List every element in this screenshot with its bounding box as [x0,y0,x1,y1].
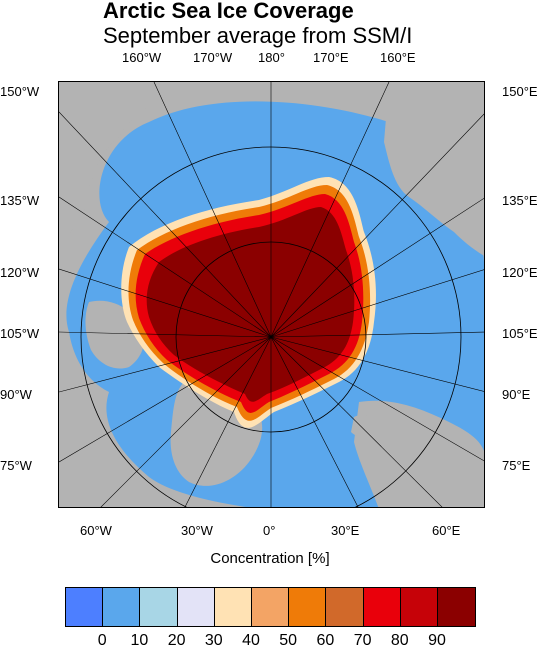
colorbar-swatch-5 [251,588,290,626]
colorbar-tick-50: 50 [279,632,298,649]
right-label-105e: 105°E [502,326,538,341]
left-label-150w: 150°W [0,84,40,99]
colorbar-swatch-2 [140,588,178,626]
colorbar-swatch-3 [177,588,215,626]
colorbar-swatch-0 [66,588,104,626]
left-label-135w: 135°W [0,193,40,208]
colorbar-tick-20: 20 [167,632,186,649]
land-siberia-shape [384,82,484,256]
colorbar-tick-10: 10 [130,632,149,649]
bottom-label-0: 0° [263,523,276,538]
map-title: Arctic Sea Ice Coverage [103,0,354,23]
colorbar [65,587,477,627]
colorbar-tick-30: 30 [204,632,223,649]
colorbar-swatch-10 [437,588,476,626]
colorbar-swatch-9 [400,588,438,626]
meridians [59,82,484,507]
bottom-label-30w: 30°W [181,523,213,538]
colorbar-tick-80: 80 [390,632,409,649]
right-label-135e: 135°E [502,193,538,208]
right-label-90e: 90°E [502,387,531,402]
colorbar-swatch-6 [289,588,327,626]
ice-core [146,207,355,402]
left-label-105w: 105°W [0,326,40,341]
colorbar-swatch-4 [214,588,252,626]
colorbar-tick-90: 90 [428,632,446,649]
colorbar-tick-60: 60 [316,632,335,649]
left-label-120w: 120°W [0,265,40,280]
bottom-label-60w: 60°W [80,523,112,538]
colorbar-tick-40: 40 [242,632,260,649]
map-subtitle: September average from SSM/I [103,23,413,48]
polar-map [58,81,485,508]
bottom-label-60e: 60°E [432,523,461,538]
right-label-120e: 120°E [502,265,538,280]
left-label-75w: 75°W [0,458,32,473]
land-canada [59,82,169,272]
colorbar-tick-70: 70 [353,632,372,649]
top-label-180: 180° [258,50,285,65]
top-label-170w: 170°W [193,50,233,65]
colorbar-swatch-8 [363,588,401,626]
colorbar-label: Concentration [%] [210,550,330,567]
colorbar-tick-0: 0 [97,632,107,649]
colorbar-swatch-7 [326,588,364,626]
top-label-160e: 160°E [380,50,416,65]
land-europe [354,400,484,507]
land-svalbard [351,415,374,437]
colorbar-swatch-1 [103,588,141,626]
right-label-150e: 150°E [502,84,538,99]
left-label-90w: 90°W [0,387,32,402]
right-label-75e: 75°E [502,458,531,473]
top-label-170e: 170°E [313,50,349,65]
bottom-label-30e: 30°E [331,523,360,538]
polar-map-graphic [59,82,484,507]
top-label-160w: 160°W [122,50,162,65]
